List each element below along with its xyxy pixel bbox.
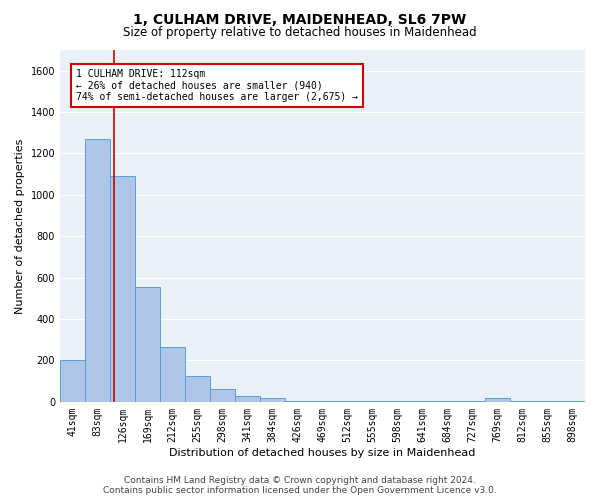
Y-axis label: Number of detached properties: Number of detached properties	[15, 138, 25, 314]
Bar	[385, 401, 410, 402]
Text: 1 CULHAM DRIVE: 112sqm
← 26% of detached houses are smaller (940)
74% of semi-de: 1 CULHAM DRIVE: 112sqm ← 26% of detached…	[76, 68, 358, 102]
Bar	[360, 401, 385, 402]
Bar	[510, 401, 535, 402]
Bar	[535, 401, 560, 402]
X-axis label: Distribution of detached houses by size in Maidenhead: Distribution of detached houses by size …	[169, 448, 476, 458]
Bar	[560, 401, 585, 402]
Bar	[410, 401, 435, 402]
Text: Size of property relative to detached houses in Maidenhead: Size of property relative to detached ho…	[123, 26, 477, 39]
Bar	[185, 376, 210, 402]
Bar	[260, 398, 285, 402]
Bar	[460, 401, 485, 402]
Bar	[110, 176, 135, 402]
Bar	[85, 139, 110, 402]
Bar	[235, 396, 260, 402]
Bar	[210, 390, 235, 402]
Text: 1, CULHAM DRIVE, MAIDENHEAD, SL6 7PW: 1, CULHAM DRIVE, MAIDENHEAD, SL6 7PW	[133, 12, 467, 26]
Bar	[310, 401, 335, 402]
Bar	[285, 401, 310, 402]
Bar	[335, 401, 360, 402]
Bar	[435, 401, 460, 402]
Bar	[60, 360, 85, 402]
Bar	[135, 287, 160, 402]
Bar	[160, 347, 185, 402]
Bar	[485, 398, 510, 402]
Text: Contains HM Land Registry data © Crown copyright and database right 2024.
Contai: Contains HM Land Registry data © Crown c…	[103, 476, 497, 495]
